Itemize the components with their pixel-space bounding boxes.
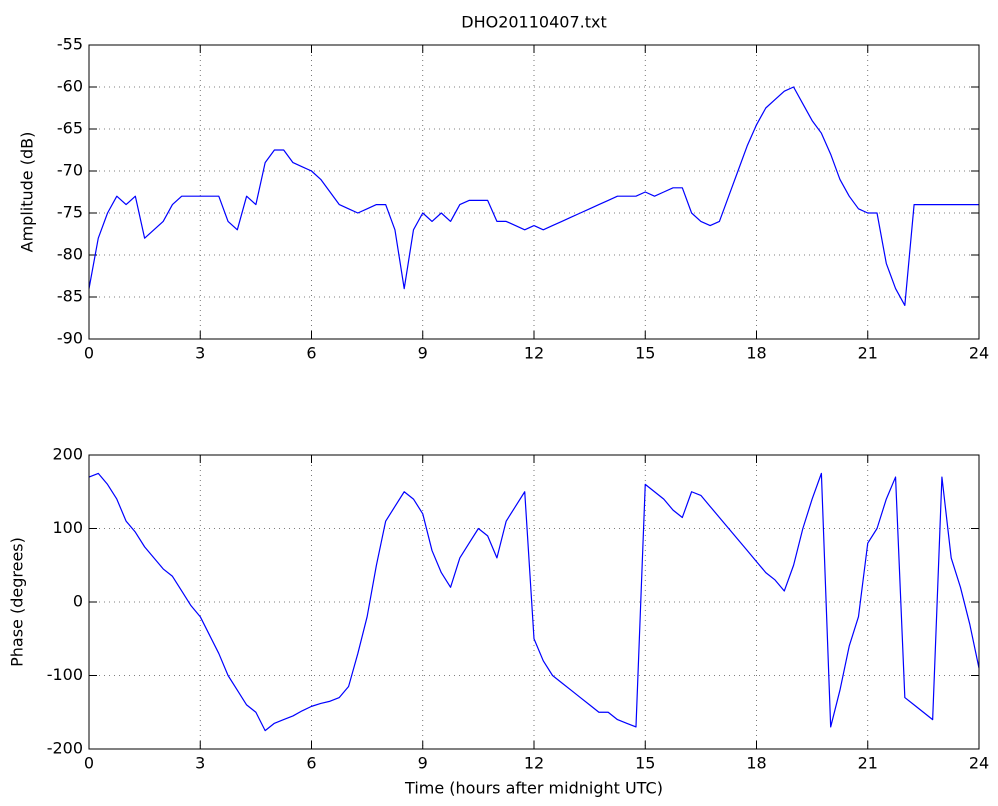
x-tick-label: 18 xyxy=(746,754,766,773)
x-tick-label: 0 xyxy=(84,754,94,773)
x-tick-label: 3 xyxy=(195,344,205,363)
x-tick-label: 24 xyxy=(969,344,989,363)
y-tick-label: -65 xyxy=(57,119,83,138)
data-line xyxy=(88,86,979,306)
x-tick-label: 18 xyxy=(746,344,766,363)
y-tick-label: -60 xyxy=(57,77,83,96)
y-tick-label: -70 xyxy=(57,161,83,180)
y-axis-label: Phase (degrees) xyxy=(8,537,27,667)
x-tick-label: 15 xyxy=(635,754,655,773)
x-tick-label: 21 xyxy=(858,754,878,773)
x-tick-label: 12 xyxy=(524,344,544,363)
y-tick-label: 0 xyxy=(73,592,83,611)
x-tick-label: 24 xyxy=(969,754,989,773)
y-tick-label: 100 xyxy=(52,518,83,537)
x-tick-label: 12 xyxy=(524,754,544,773)
x-tick-label: 21 xyxy=(858,344,878,363)
axes-frame xyxy=(88,44,980,340)
x-tick-label: 0 xyxy=(84,344,94,363)
x-tick-label: 6 xyxy=(306,754,316,773)
y-axis-label: Amplitude (dB) xyxy=(18,132,37,253)
y-tick-label: 200 xyxy=(52,445,83,464)
y-tick-label: -75 xyxy=(57,203,83,222)
y-tick-label: -85 xyxy=(57,287,83,306)
y-tick-label: -55 xyxy=(57,35,83,54)
plot-area xyxy=(89,45,979,339)
x-tick-label: 9 xyxy=(418,754,428,773)
y-tick-label: -90 xyxy=(57,329,83,348)
chart-title: DHO20110407.txt xyxy=(461,13,606,32)
data-line xyxy=(88,472,980,732)
x-axis-label: Time (hours after midnight UTC) xyxy=(404,779,663,798)
x-tick-label: 3 xyxy=(195,754,205,773)
y-tick-label: -80 xyxy=(57,245,83,264)
y-tick-label: -100 xyxy=(47,665,83,684)
x-tick-label: 15 xyxy=(635,344,655,363)
x-tick-label: 9 xyxy=(418,344,428,363)
y-tick-label: -200 xyxy=(47,739,83,758)
x-tick-label: 6 xyxy=(306,344,316,363)
axes-frame xyxy=(88,454,980,750)
